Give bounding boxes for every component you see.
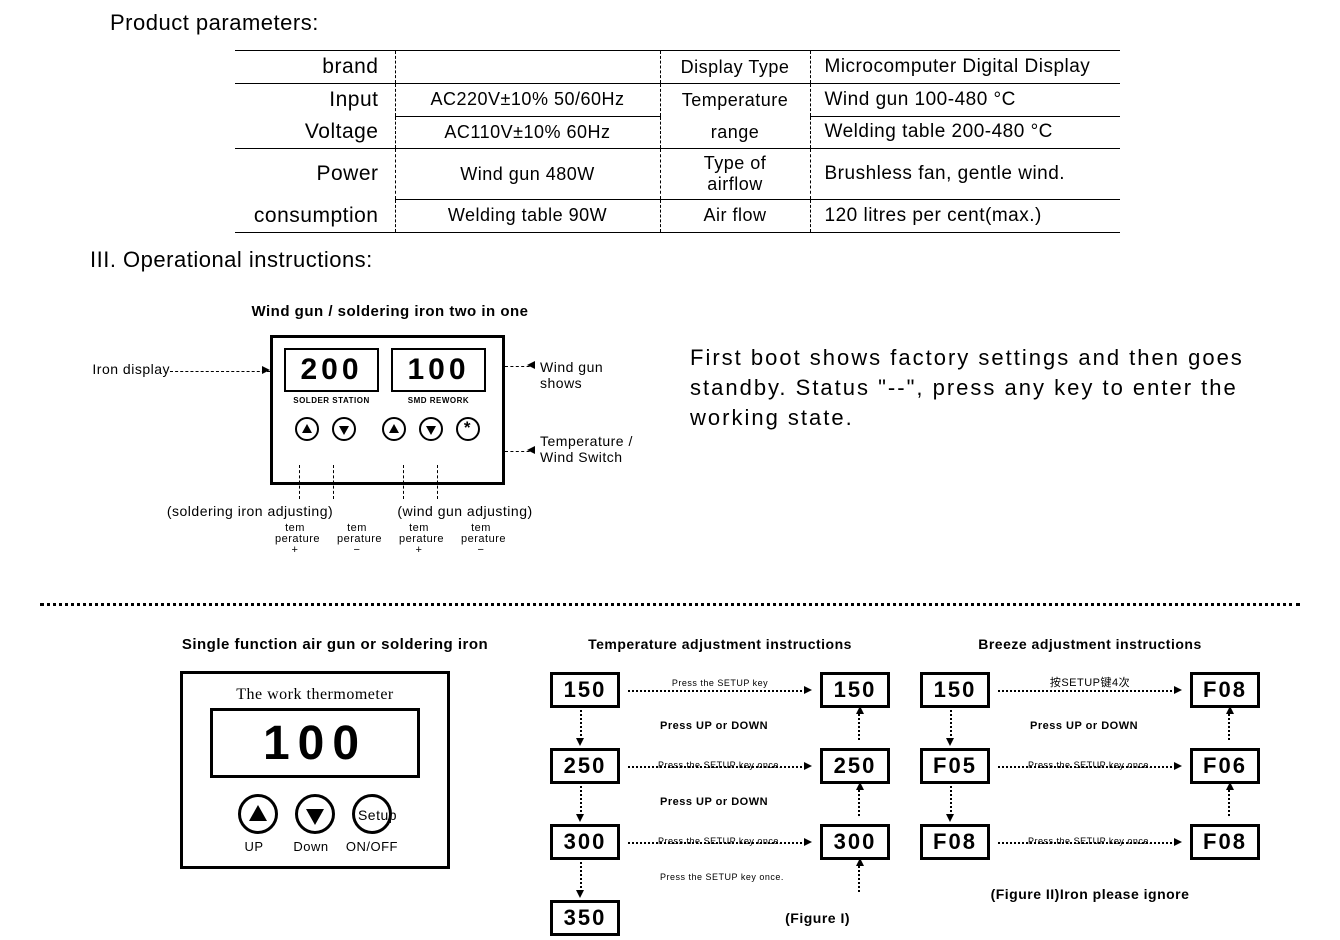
onoff-label: ON/OFF <box>342 839 402 854</box>
tbl-l: brand <box>235 51 395 84</box>
step-box: 300 <box>550 824 620 860</box>
tbl-v <box>395 51 660 84</box>
boot-description: First boot shows factory settings and th… <box>690 343 1250 583</box>
panel-title: Wind gun / soldering iron two in one <box>240 303 540 320</box>
step-box: 300 <box>820 824 890 860</box>
thermometer-label: The work thermometer <box>199 686 431 704</box>
step-box: F08 <box>920 824 990 860</box>
tbl-v2: Brushless fan, gentle wind. <box>810 149 1120 200</box>
single-title: Single function air gun or soldering iro… <box>150 636 520 653</box>
figure-caption: (Figure II)Iron please ignore <box>920 886 1260 902</box>
tbl-l: Voltage <box>235 116 395 149</box>
step-box: 150 <box>920 672 990 708</box>
callout-iron-display: Iron display <box>80 361 170 377</box>
tbl-v: Welding table 90W <box>395 200 660 233</box>
tbl-l2: Air flow <box>660 200 810 233</box>
up-label: UP <box>228 839 280 854</box>
step-box: 350 <box>550 900 620 936</box>
tbl-v: AC220V±10% 50/60Hz <box>395 84 660 117</box>
tbl-l: Input <box>235 84 395 117</box>
up-icon[interactable] <box>295 417 319 441</box>
tbl-l2: range <box>660 116 810 149</box>
tbl-l: Power <box>235 149 395 200</box>
display-solder: 200 <box>284 348 379 392</box>
tbl-l2: Display Type <box>660 51 810 84</box>
step-box: 150 <box>820 672 890 708</box>
tbl-v2: Welding table 200-480 °C <box>810 116 1120 149</box>
down-label: Down <box>285 839 337 854</box>
display-smd-label: SMD REWORK <box>388 396 489 405</box>
breeze-flow: Breeze adjustment instructions 150 按SETU… <box>920 636 1260 940</box>
step-box: 250 <box>820 748 890 784</box>
tbl-v2: Microcomputer Digital Display <box>810 51 1120 84</box>
btn-sub: temperature+ <box>275 523 315 556</box>
tbl-v2: 120 litres per cent(max.) <box>810 200 1120 233</box>
up-button[interactable] <box>238 794 278 834</box>
tbl-v: AC110V±10% 60Hz <box>395 116 660 149</box>
step-box: 150 <box>550 672 620 708</box>
single-panel: Single function air gun or soldering iro… <box>150 636 520 940</box>
heading-params: Product parameters: <box>110 10 1300 36</box>
tbl-l2: Temperature <box>660 84 810 117</box>
adj-right-label: (wind gun adjusting) <box>380 503 550 519</box>
control-panel: 200 SOLDER STATION 100 SMD REWORK * <box>270 335 505 485</box>
thermometer-display: 100 <box>210 708 420 778</box>
down-icon[interactable] <box>419 417 443 441</box>
tbl-l2: Type of airflow <box>660 149 810 200</box>
display-solder-label: SOLDER STATION <box>281 396 382 405</box>
step-box: F05 <box>920 748 990 784</box>
figure-caption: (Figure I) <box>785 910 850 926</box>
btn-sub: temperature− <box>461 523 501 556</box>
up-icon[interactable] <box>382 417 406 441</box>
callout-temp-wind-switch: Temperature / Wind Switch <box>540 433 650 465</box>
btn-sub: temperature+ <box>399 523 439 556</box>
setup-button[interactable]: Setup <box>352 794 392 834</box>
breeze-flow-title: Breeze adjustment instructions <box>920 636 1260 652</box>
divider <box>40 603 1300 606</box>
panel-diagram: Wind gun / soldering iron two in one Iro… <box>80 303 640 583</box>
temp-flow-title: Temperature adjustment instructions <box>550 636 890 652</box>
btn-sub: temperature− <box>337 523 377 556</box>
tbl-l: consumption <box>235 200 395 233</box>
temp-flow: Temperature adjustment instructions 150 … <box>550 636 890 940</box>
step-box: 250 <box>550 748 620 784</box>
step-box: F08 <box>1190 672 1260 708</box>
display-smd: 100 <box>391 348 486 392</box>
adj-left-label: (soldering iron adjusting) <box>160 503 340 519</box>
down-button[interactable] <box>295 794 335 834</box>
step-box: F08 <box>1190 824 1260 860</box>
callout-wind-gun-shows: Wind gun shows <box>540 359 640 391</box>
tbl-v: Wind gun 480W <box>395 149 660 200</box>
down-icon[interactable] <box>332 417 356 441</box>
step-box: F06 <box>1190 748 1260 784</box>
asterisk-icon[interactable]: * <box>456 417 480 441</box>
params-table: brand Display Type Microcomputer Digital… <box>235 50 1120 233</box>
heading-ops: III. Operational instructions: <box>90 247 1300 273</box>
tbl-v2: Wind gun 100-480 °C <box>810 84 1120 117</box>
